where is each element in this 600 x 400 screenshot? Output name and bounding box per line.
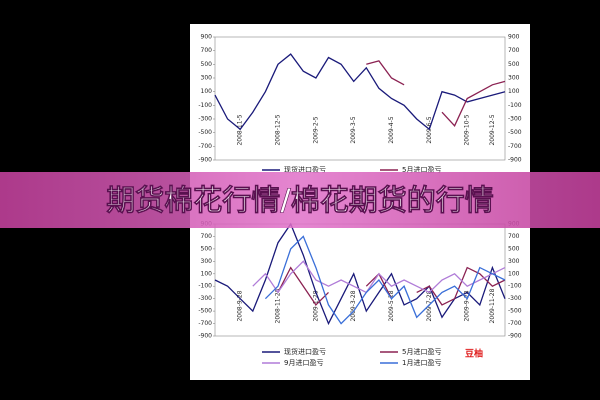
legend-label: 9月进口盈亏: [284, 359, 323, 367]
y-tick-label: 900: [201, 34, 213, 41]
x-tick-label: 2009-9-28: [464, 290, 471, 321]
x-tick-label: 2008-11-28: [275, 288, 282, 323]
y-tick-label: 300: [201, 258, 213, 265]
y-tick-label: -300: [198, 116, 212, 123]
x-tick-label: 2009-3-28: [350, 290, 357, 321]
x-tick-label: 2009-1-28: [312, 290, 319, 321]
y2-tick-label: 700: [508, 47, 520, 54]
y2-tick-label: -300: [508, 295, 522, 302]
y-tick-label: -900: [198, 333, 212, 340]
legend-label: 5月进口盈亏: [402, 166, 441, 174]
legend-label: 1月进口盈亏: [402, 359, 441, 367]
banner-title: 期货棉花行情/棉花期货的行情: [106, 183, 494, 217]
banner: [0, 172, 600, 228]
y-tick-label: -900: [198, 157, 212, 164]
y2-tick-label: -500: [508, 129, 522, 136]
y-tick-label: 100: [201, 88, 213, 95]
x-tick-label: 2009-11-28: [489, 288, 496, 323]
series-line: [214, 53, 506, 131]
x-tick-label: 2009-4-5: [388, 116, 395, 143]
y-tick-label: -100: [198, 283, 212, 290]
y2-tick-label: 100: [508, 270, 520, 277]
y2-tick-label: -500: [508, 308, 522, 315]
series-line: [214, 222, 506, 326]
y2-tick-label: 900: [508, 34, 520, 41]
y-tick-label: 500: [201, 61, 213, 68]
y-tick-label: 300: [201, 75, 213, 82]
y2-tick-label: 500: [508, 245, 520, 252]
y2-tick-label: -100: [508, 102, 522, 109]
y2-tick-label: -700: [508, 143, 522, 150]
y2-tick-label: -700: [508, 320, 522, 327]
y2-tick-label: 500: [508, 61, 520, 68]
x-tick-label: 2009-3-5: [350, 116, 357, 143]
y-tick-label: -700: [198, 320, 212, 327]
series-line: [366, 60, 506, 127]
y-tick-label: -100: [198, 102, 212, 109]
y-tick-label: -500: [198, 129, 212, 136]
y-tick-label: 500: [201, 245, 213, 252]
y2-tick-label: 700: [508, 233, 520, 240]
y2-tick-label: 300: [508, 75, 520, 82]
y2-tick-label: -100: [508, 283, 522, 290]
y-tick-label: 700: [201, 47, 213, 54]
legend-label: 5月进口盈亏: [402, 348, 441, 356]
plot-frame: [214, 36, 506, 161]
y2-tick-label: 300: [508, 258, 520, 265]
x-tick-label: 2008-9-28: [237, 290, 244, 321]
x-tick-label: 2009-10-5: [464, 114, 471, 145]
y-tick-label: -300: [198, 295, 212, 302]
legend-label: 现货进口盈亏: [284, 347, 326, 356]
legend-label: 现货进口盈亏: [284, 165, 326, 174]
y2-tick-label: -300: [508, 116, 522, 123]
y2-tick-label: -900: [508, 157, 522, 164]
y2-tick-label: 100: [508, 88, 520, 95]
x-tick-label: 2008-12-5: [275, 114, 282, 145]
y-tick-label: -700: [198, 143, 212, 150]
x-tick-label: 2009-12-5: [489, 114, 496, 145]
series-line: [252, 260, 506, 294]
x-tick-label: 2009-2-5: [312, 116, 319, 143]
y-tick-label: 100: [201, 270, 213, 277]
x-tick-label: 2009-7-28: [426, 290, 433, 321]
y2-tick-label: -900: [508, 333, 522, 340]
series-line: [264, 235, 506, 325]
y-tick-label: 700: [201, 233, 213, 240]
watermark: 豆柚: [465, 348, 483, 360]
y-tick-label: -500: [198, 308, 212, 315]
x-tick-label: 2009-5-28: [388, 290, 395, 321]
